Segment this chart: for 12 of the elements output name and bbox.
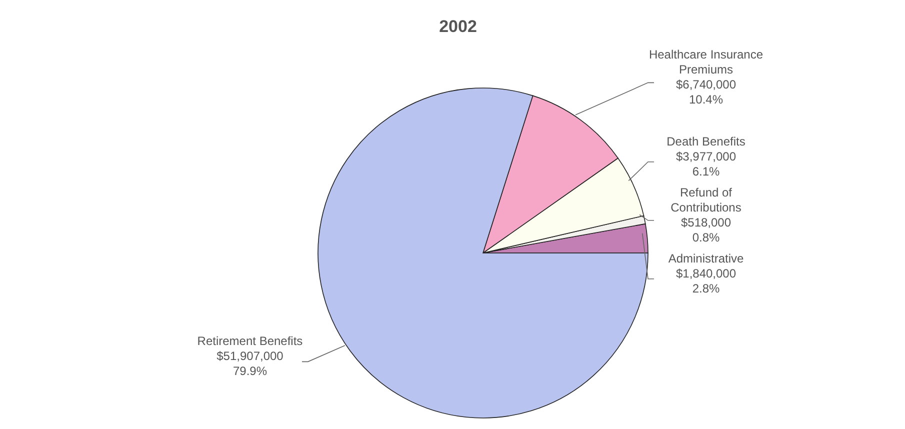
data-label: $1,840,000 2.8% [676,266,736,296]
data-label: $6,740,000 10.4% [676,78,736,107]
chart-title: 2002 [439,17,477,36]
data-label: $518,000 0.8% [680,215,732,244]
slice-label: Administrative [668,251,744,266]
slice-label: Healthcare Insurance Premiums [648,48,764,77]
slice-label: Refund of Contributions [670,185,742,214]
pie-slice [318,88,648,418]
data-label: $3,977,000 6.1% [676,149,736,178]
slice-label: Death Benefits [666,134,746,148]
data-label: $51,907,000 79.9% [216,349,284,378]
slice-label: Retirement Benefits [197,334,303,348]
